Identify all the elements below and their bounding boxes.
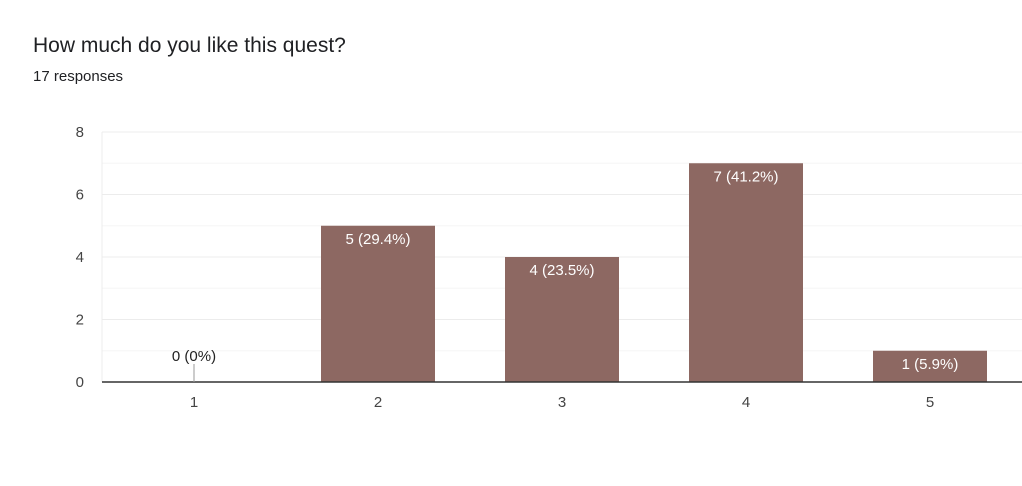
question-title: How much do you like this quest? — [33, 34, 346, 57]
x-tick-label: 2 — [374, 394, 382, 411]
y-tick-label: 2 — [76, 312, 84, 329]
bar — [321, 225, 435, 382]
y-tick-label: 4 — [76, 249, 84, 266]
y-tick-label: 6 — [76, 187, 84, 204]
bar — [873, 350, 987, 382]
x-tick-label: 5 — [926, 394, 934, 411]
x-tick-label: 1 — [190, 394, 198, 411]
bar — [505, 257, 619, 382]
x-tick-label: 3 — [558, 394, 566, 411]
y-tick-label: 8 — [76, 124, 84, 141]
x-tick-label: 4 — [742, 394, 750, 411]
data-label: 4 (23.5%) — [529, 262, 594, 279]
data-label: 5 (29.4%) — [345, 231, 410, 248]
data-labels: 0 (0%) 5 (29.4%) 4 (23.5%) 7 (41.2%) 1 (5.9%… — [172, 168, 958, 382]
y-axis-ticks: 0 2 4 6 8 — [76, 124, 84, 391]
data-label: 1 (5.9%) — [902, 356, 959, 373]
response-count: 17 responses — [33, 68, 124, 85]
data-label: 7 (41.2%) — [713, 168, 778, 185]
grid-lines — [101, 131, 1022, 382]
y-tick-label: 0 — [76, 374, 84, 391]
bar — [689, 163, 803, 382]
bars — [321, 163, 987, 382]
data-label: 0 (0%) — [172, 348, 216, 365]
x-axis-ticks: 1 2 3 4 5 — [102, 381, 1022, 411]
